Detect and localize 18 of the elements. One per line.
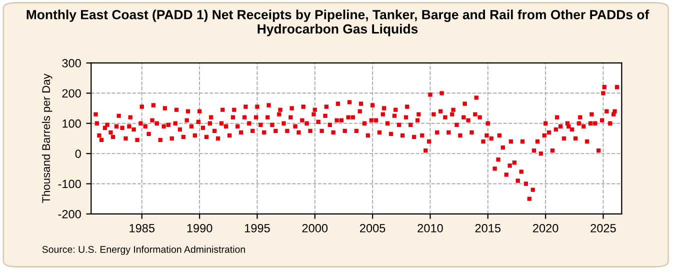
- y-tick-label: 300: [62, 59, 81, 68]
- y-tick-label: 100: [62, 119, 81, 128]
- x-tick-label: 2015: [475, 224, 501, 232]
- y-tick-label: 0: [75, 150, 81, 158]
- x-tick-label: 2010: [418, 224, 443, 232]
- chart-title: Monthly East Coast (PADD 1) Net Receipts by Pipeline, Tanker, Barge and Rail from Other PADDs of Hydrocarbon Gas Liquids: [26, 10, 650, 36]
- x-tick-label: 2005: [360, 224, 386, 232]
- x-tick-label: 2020: [533, 224, 558, 232]
- y-tick-label: -100: [58, 180, 81, 188]
- y-axis-title: Thousand Barrels per Day: [42, 74, 52, 204]
- x-tick-label: 1995: [244, 224, 270, 232]
- y-tick-label: -200: [58, 210, 81, 218]
- x-tick-label: 1985: [130, 224, 155, 232]
- source-note: Source: U.S. Energy Information Administration: [42, 246, 245, 255]
- x-tick-label: 1990: [187, 224, 212, 232]
- x-tick-label: 2000: [302, 224, 328, 232]
- x-tick-label: 2025: [590, 224, 616, 232]
- y-tick-label: 200: [62, 89, 81, 98]
